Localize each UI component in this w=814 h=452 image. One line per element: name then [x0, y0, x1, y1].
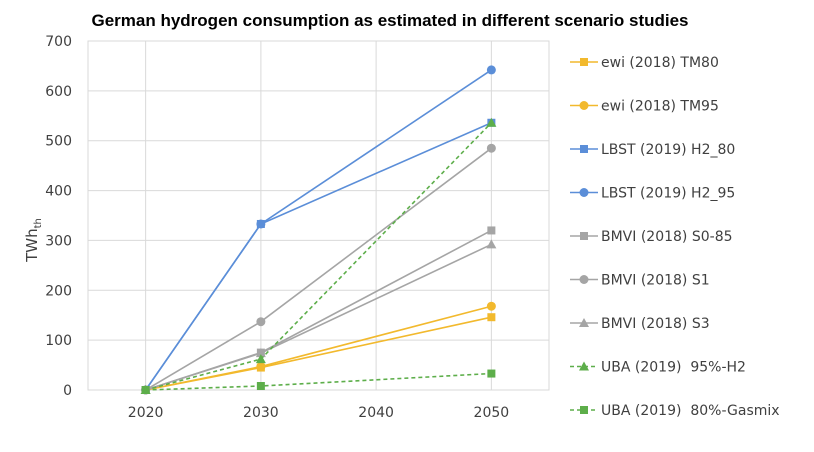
data-point — [141, 386, 150, 394]
y-tick-label: 200 — [45, 283, 72, 299]
y-axis-label-main: TWh — [23, 228, 41, 263]
y-tick-label: 300 — [45, 233, 72, 249]
series-9 — [141, 369, 496, 394]
series-line — [145, 122, 492, 391]
legend-marker — [580, 145, 588, 153]
data-point — [486, 117, 497, 127]
x-tick-label: 2030 — [243, 405, 279, 421]
y-tick-label: 600 — [45, 84, 72, 100]
legend-marker — [579, 101, 589, 110]
data-point — [256, 362, 266, 372]
x-tick-label: 2040 — [358, 405, 394, 421]
data-point — [486, 301, 496, 311]
data-point — [486, 143, 496, 153]
legend-marker — [579, 188, 589, 197]
series-6 — [141, 143, 496, 395]
legend: ewi (2018) TM80 ewi (2018) TM95 LBST (2019… — [570, 55, 780, 419]
data-point — [486, 65, 496, 75]
y-axis-label: TWhth — [23, 218, 44, 263]
data-point — [486, 239, 497, 249]
legend-marker — [580, 406, 588, 414]
y-axis-label-subscript: th — [33, 218, 44, 228]
legend-marker — [579, 275, 589, 284]
legend-label: BMVI (2018) S0-85 — [601, 229, 733, 245]
series-line — [145, 305, 492, 391]
series-7 — [140, 239, 497, 394]
legend-marker — [579, 361, 589, 371]
series-2 — [141, 301, 496, 395]
legend-label: UBA (2019) 95%-H2 — [601, 360, 746, 376]
data-point — [256, 317, 266, 327]
data-point — [255, 354, 266, 364]
y-axis-ticks: 0 100 200 300 400 500 600 700 — [45, 34, 72, 399]
x-tick-label: 2020 — [128, 405, 164, 421]
legend-entry-8: UBA (2019) 95%-H2 — [570, 360, 746, 376]
legend-label: BMVI (2018) S1 — [601, 273, 710, 289]
chart-title: German hydrogen consumption as estimated… — [91, 11, 688, 30]
series-4 — [141, 65, 496, 395]
series-line — [144, 69, 492, 391]
data-point — [256, 219, 266, 229]
legend-entry-3: LBST (2019) H2_80 — [570, 142, 735, 158]
legend-entry-9: UBA (2019) 80%-Gasmix — [570, 403, 780, 419]
legend-label: BMVI (2018) S3 — [601, 316, 710, 332]
data-point — [487, 313, 496, 322]
series-line — [145, 243, 492, 391]
y-tick-label: 0 — [63, 383, 72, 399]
legend-entry-4: LBST (2019) H2_95 — [570, 186, 735, 202]
legend-label: ewi (2018) TM95 — [601, 99, 719, 115]
series-line — [145, 372, 492, 391]
legend-entry-1: ewi (2018) TM80 — [570, 55, 719, 71]
legend-entry-2: ewi (2018) TM95 — [570, 99, 719, 115]
y-tick-label: 400 — [45, 184, 72, 200]
data-point — [487, 226, 496, 235]
plot-border — [87, 40, 550, 391]
data-point — [255, 348, 266, 358]
legend-label: ewi (2018) TM80 — [601, 55, 719, 71]
series-lines — [140, 65, 497, 395]
series-line — [144, 122, 492, 391]
series-5 — [141, 226, 496, 394]
legend-entry-6: BMVI (2018) S1 — [570, 273, 710, 289]
legend-marker — [580, 58, 588, 66]
x-axis-ticks: 2020 2030 2040 2050 — [128, 405, 509, 421]
legend-marker — [580, 232, 588, 240]
y-tick-label: 700 — [45, 34, 72, 50]
legend-entry-5: BMVI (2018) S0-85 — [570, 229, 733, 245]
legend-label: LBST (2019) H2_80 — [601, 142, 735, 158]
series-line — [145, 229, 492, 391]
legend-marker — [579, 318, 589, 327]
data-point — [487, 369, 496, 378]
plot-grid — [87, 40, 550, 391]
y-tick-label: 100 — [45, 333, 72, 349]
y-tick-label: 500 — [45, 134, 72, 150]
legend-entry-7: BMVI (2018) S3 — [570, 316, 710, 332]
legend-label: LBST (2019) H2_95 — [601, 186, 735, 202]
legend-label: UBA (2019) 80%-Gasmix — [601, 403, 780, 419]
data-point — [256, 382, 265, 391]
x-tick-label: 2050 — [474, 405, 510, 421]
